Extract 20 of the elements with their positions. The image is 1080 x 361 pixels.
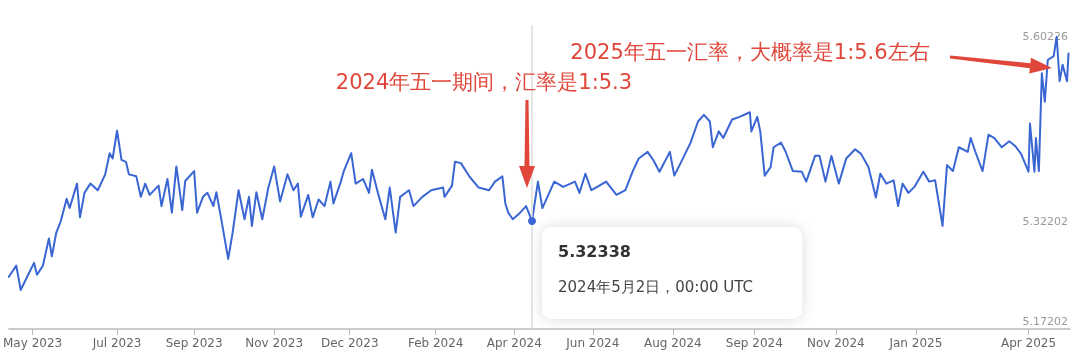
x-tick-label: Sep 2023 xyxy=(165,336,223,350)
x-tick-label: Dec 2023 xyxy=(320,336,379,350)
x-tick-label: Jan 2025 xyxy=(888,336,943,350)
x-tick-label: Nov 2023 xyxy=(245,336,304,350)
annotation: 2025年五一汇率，大概率是1:5.6左右 xyxy=(570,40,930,64)
y-tick-label: 5.60226 xyxy=(1022,30,1068,44)
x-tick-label: Apr 2025 xyxy=(1000,336,1057,350)
annotation: 2024年5月2日，00:00 UTC xyxy=(558,277,754,296)
y-tick-label: 5.32202 xyxy=(1022,215,1068,229)
x-tick-label: May 2023 xyxy=(3,336,63,350)
x-tick-label: Feb 2024 xyxy=(407,336,464,350)
annotation: 5.32338 xyxy=(558,241,631,261)
annotation: 2024年五一期间，汇率是1:5.3 xyxy=(335,70,633,94)
x-tick-label: Nov 2024 xyxy=(806,336,865,350)
x-tick-label: Jul 2023 xyxy=(91,336,142,350)
x-tick-label: Apr 2024 xyxy=(486,336,542,350)
x-tick-label: Aug 2024 xyxy=(643,336,702,350)
x-tick-label: Jun 2024 xyxy=(565,336,620,350)
x-tick-label: Sep 2024 xyxy=(725,336,783,350)
y-tick-label: 5.17202 xyxy=(1022,314,1068,328)
